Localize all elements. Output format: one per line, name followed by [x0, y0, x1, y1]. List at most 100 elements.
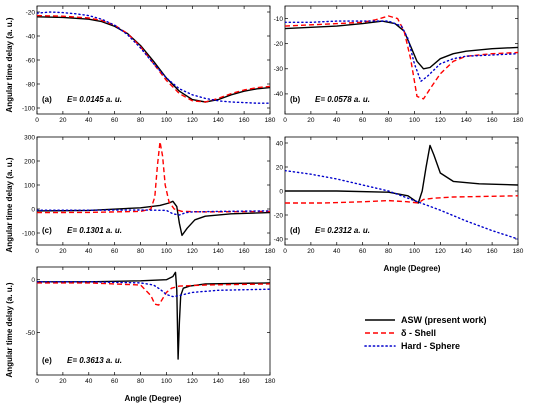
y-tick-label: 0 [31, 206, 35, 213]
x-tick-label: 160 [239, 248, 250, 255]
panel-c: 0 20 40 60 80 100 120 140 160 180 -100 0 100 200 300 (c… [22, 134, 276, 255]
x-tick-label: 0 [35, 378, 39, 385]
panels-layer: 0 20 40 60 80 100 120 140 160 180-100-80-60-40-20… [22, 5, 524, 385]
plot-frame [284, 5, 519, 115]
y-tick-label: 200 [24, 158, 35, 165]
y-axis-label-bottom: Angular time delay (a. u.) [5, 282, 14, 377]
y-tick-label: -10 [274, 16, 284, 23]
energy-label: E= 0.2312 a. u. [315, 226, 370, 235]
x-tick-label: 120 [435, 248, 446, 255]
x-tick-label: 100 [409, 248, 420, 255]
x-axis-label-left: Angle (Degree) [125, 394, 182, 403]
x-tick-label: 40 [333, 248, 341, 255]
x-tick-label: 20 [307, 248, 315, 255]
panel-a: 0 20 40 60 80 100 120 140 160 180 -100 -80 -60 -40 -20… [22, 5, 276, 124]
x-tick-label: 160 [487, 117, 498, 124]
x-tick-label: 80 [137, 378, 145, 385]
x-tick-label: 100 [409, 117, 420, 124]
x-tick-label: 140 [461, 117, 472, 124]
panel-e: 0 20 40 60 80 100 120 140 160 180 -50 0 (e) E= 0.3613… [26, 266, 276, 385]
x-tick-label: 120 [187, 248, 198, 255]
y-tick-label: -100 [22, 105, 35, 112]
plot-frame [36, 266, 271, 376]
plot-frame [36, 136, 271, 246]
x-tick-label: 40 [333, 117, 341, 124]
energy-label: E= 0.0578 a. u. [315, 95, 370, 104]
series-line-asw [285, 20, 518, 70]
y-axis-label-middle: Angular time delay (a. u.) [5, 157, 14, 252]
y-axis-label-top: Angular time delay (a. u.) [5, 17, 14, 112]
x-tick-label: 100 [161, 378, 172, 385]
y-tick-label: -60 [26, 57, 36, 64]
energy-label: E= 0.0145 a. u. [67, 95, 122, 104]
x-tick-label: 120 [435, 117, 446, 124]
x-tick-label: 80 [137, 248, 145, 255]
series-line-delta-shell [37, 141, 270, 214]
x-tick-label: 40 [85, 248, 93, 255]
y-tick-label: 100 [24, 182, 35, 189]
x-tick-label: 0 [283, 117, 287, 124]
y-tick-label: -50 [26, 330, 36, 337]
x-tick-label: 60 [111, 248, 119, 255]
x-tick-label: 100 [161, 117, 172, 124]
x-tick-label: 20 [59, 248, 67, 255]
x-tick-label: 120 [187, 378, 198, 385]
y-tick-label: -40 [274, 91, 284, 98]
y-tick-label: 0 [31, 277, 35, 284]
x-tick-label: 20 [307, 117, 315, 124]
x-tick-label: 180 [513, 117, 524, 124]
legend-label: Hard - Sphere [401, 341, 460, 351]
x-tick-label: 140 [213, 378, 224, 385]
y-tick-label: -20 [274, 212, 284, 219]
y-tick-label: -80 [26, 81, 36, 88]
x-tick-label: 80 [385, 248, 393, 255]
x-tick-label: 140 [461, 248, 472, 255]
x-tick-label: 120 [187, 117, 198, 124]
panel-label: (a) [42, 95, 52, 104]
series-line-delta-shell [37, 14, 270, 103]
x-tick-label: 180 [265, 117, 276, 124]
x-tick-label: 40 [85, 117, 93, 124]
series-line-delta-shell [37, 282, 270, 306]
y-tick-label: -40 [274, 236, 284, 243]
x-tick-label: 0 [35, 117, 39, 124]
x-tick-label: 160 [239, 378, 250, 385]
panel-label: (c) [42, 226, 52, 235]
x-tick-label: 0 [35, 248, 39, 255]
series-line-hard-sphere [37, 281, 270, 298]
series-line-asw [37, 16, 270, 103]
panel-label: (d) [290, 226, 301, 235]
series-line-asw [37, 200, 270, 237]
x-tick-label: 180 [513, 248, 524, 255]
series-line-hard-sphere [37, 209, 270, 216]
series-line-delta-shell [285, 15, 518, 100]
legend: ASW (present work) δ - Shell Hard - Sphere [364, 315, 487, 351]
y-tick-label: 300 [24, 134, 35, 141]
series-line-asw [285, 144, 518, 204]
series-line-delta-shell [285, 195, 518, 204]
panel-d: 0 20 40 60 80 100 120 140 160 180 -40 -20 0 20 40 (d) E=… [274, 136, 524, 255]
x-tick-label: 60 [111, 378, 119, 385]
y-tick-label: -100 [22, 230, 35, 237]
x-tick-label: 140 [213, 117, 224, 124]
panel-label: (b) [290, 95, 301, 104]
y-tick-label: -20 [26, 9, 36, 16]
y-tick-label: 40 [276, 140, 284, 147]
energy-label: E= 0.1301 a. u. [67, 226, 122, 235]
x-axis-label-right: Angle (Degree) [384, 264, 441, 273]
x-tick-label: 140 [213, 248, 224, 255]
x-tick-label: 180 [265, 378, 276, 385]
y-tick-label: 20 [276, 164, 284, 171]
y-tick-label: -40 [26, 33, 36, 40]
x-tick-label: 180 [265, 248, 276, 255]
x-tick-label: 60 [111, 117, 119, 124]
panel-label: (e) [42, 356, 52, 365]
energy-label: E= 0.3613 a. u. [67, 356, 122, 365]
x-tick-label: 100 [161, 248, 172, 255]
x-tick-label: 80 [137, 117, 145, 124]
x-tick-label: 40 [85, 378, 93, 385]
legend-label: δ - Shell [401, 328, 436, 338]
y-tick-label: -30 [274, 66, 284, 73]
x-tick-label: 60 [359, 117, 367, 124]
